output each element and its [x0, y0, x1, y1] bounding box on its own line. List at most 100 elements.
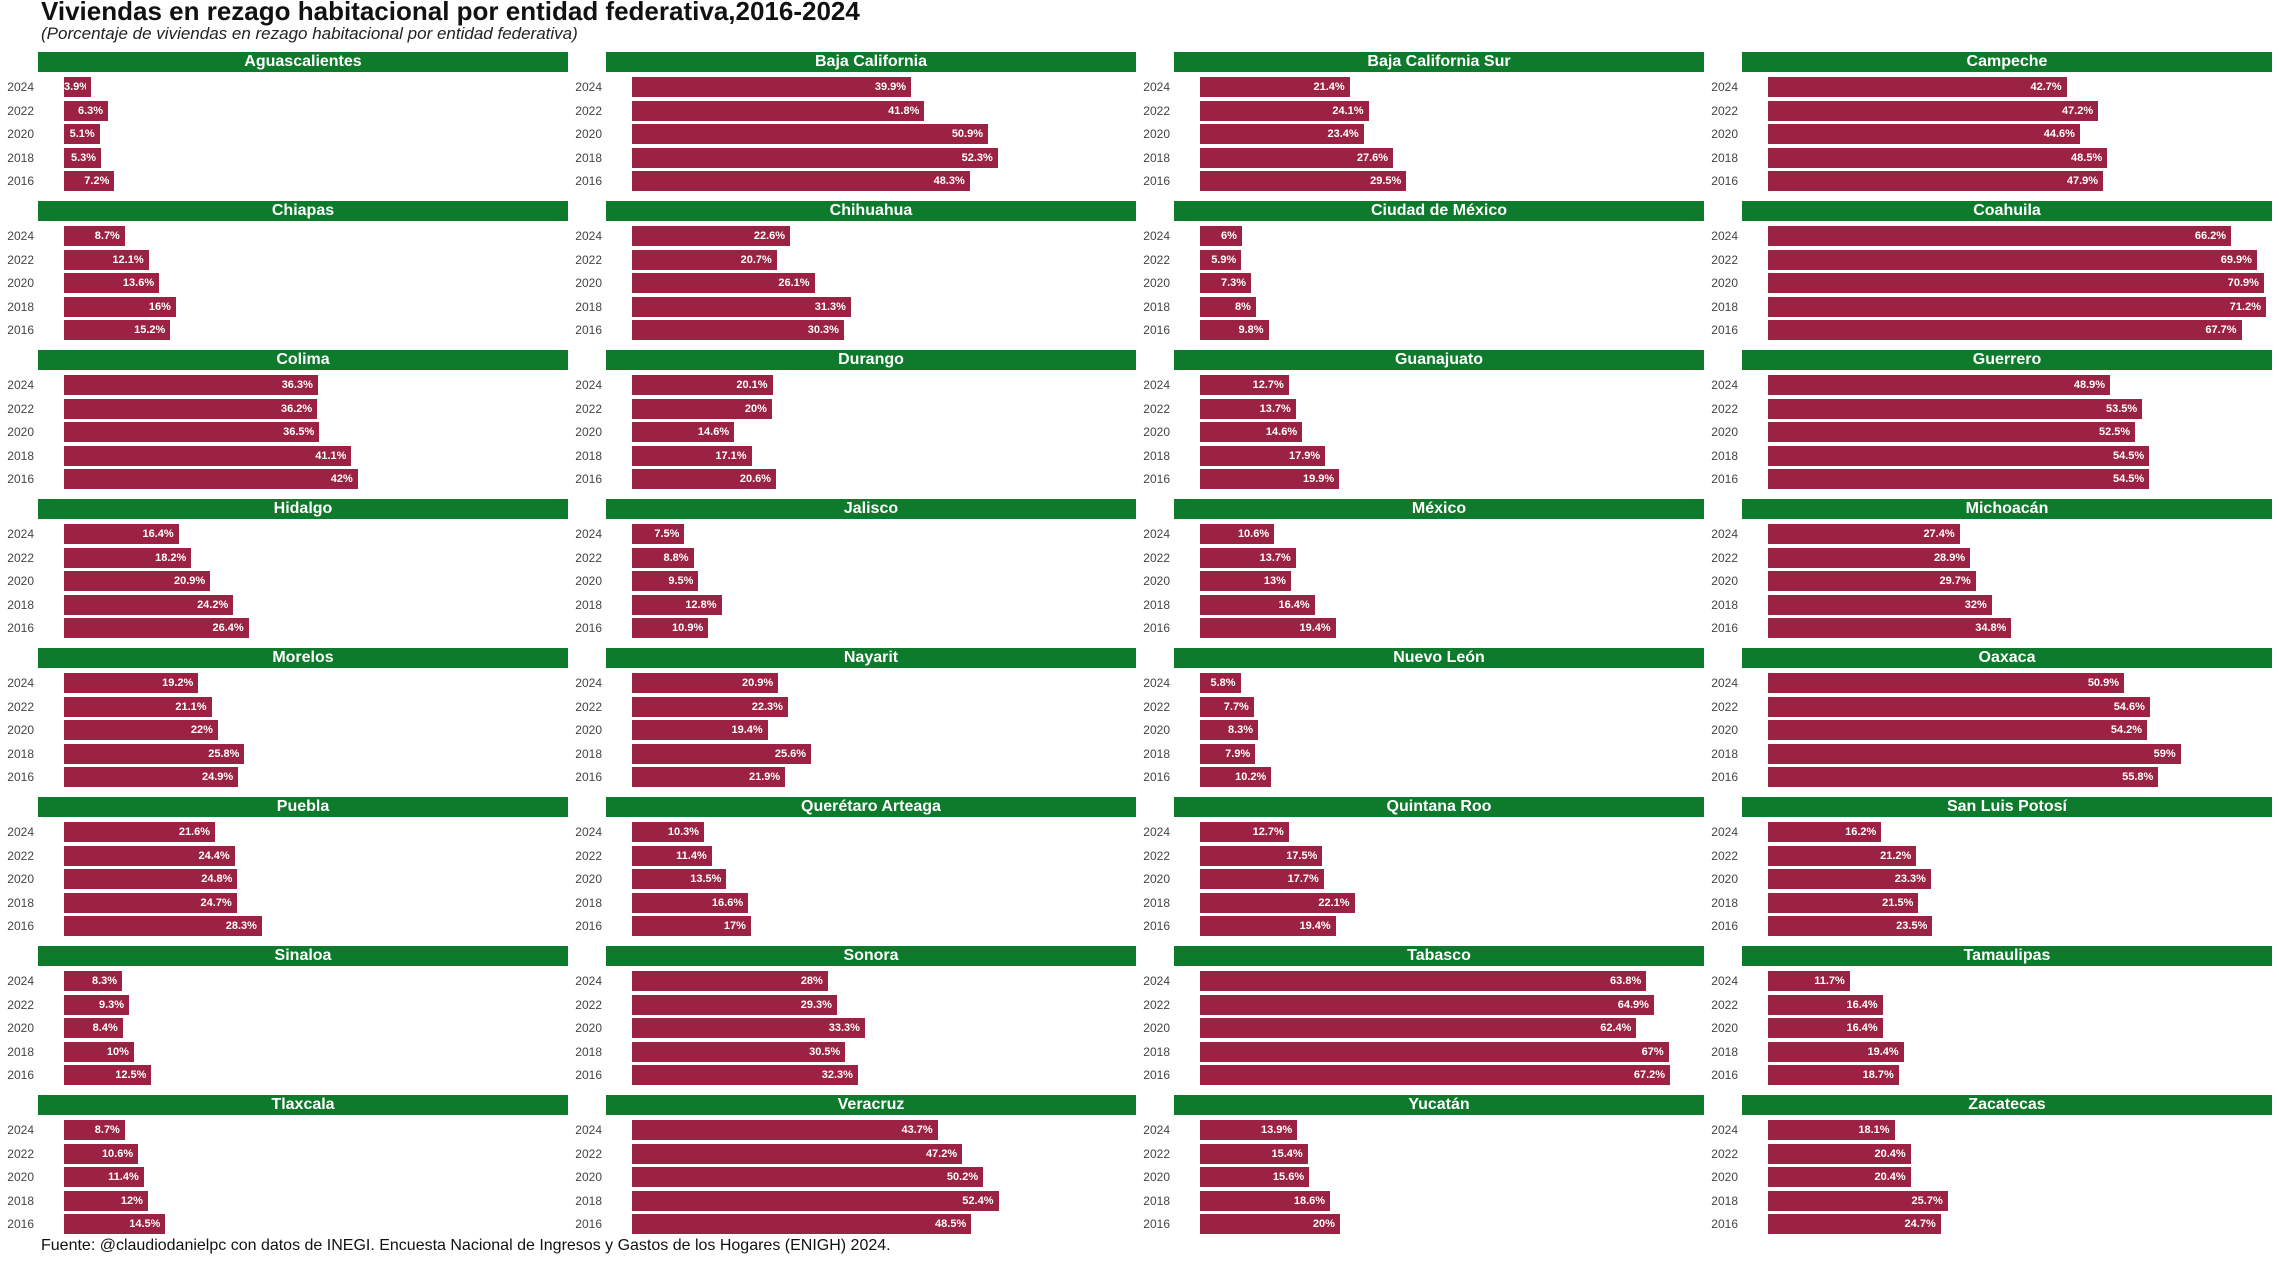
bar	[1200, 916, 1336, 936]
panel-title: Sinaloa	[38, 946, 568, 966]
bar	[632, 249, 777, 270]
bar	[1768, 1065, 1899, 1085]
bar-value-label: 19.4%	[731, 724, 763, 736]
panel-durango: Durango 2024 20.1% 2022 20% 2020 14.6% 2018 17.1…	[568, 350, 1136, 496]
bar-value-label: 47.9%	[2066, 175, 2099, 187]
year-tick-label: 2020	[1711, 276, 1738, 290]
bar	[64, 422, 320, 442]
panel-title: Yucatán	[1174, 1095, 1704, 1115]
bar-value-label: 28.3%	[225, 920, 257, 932]
bar-value-label: 5.3%	[70, 151, 97, 164]
bar-value-label: 5.1%	[69, 128, 95, 140]
bar	[1200, 226, 1242, 246]
bar-value-label: 42.7%	[2030, 81, 2062, 93]
panel-puebla: Puebla 2024 21.6% 2022 24.4% 2020 24.8% 2018 24.…	[0, 797, 568, 943]
panel-title: Colima	[38, 350, 568, 370]
bar-value-label: 24.8%	[201, 873, 233, 885]
bar-value-label: 21.5%	[1882, 896, 1914, 909]
panel-title: Coahuila	[1742, 201, 2272, 221]
panel-coahuila: Coahuila 2024 66.2% 2022 69.9% 2020 70.9% 2018 7…	[1704, 201, 2272, 347]
panel-title: Michoacán	[1742, 499, 2272, 519]
bar	[64, 547, 192, 568]
year-tick-label: 2020	[575, 1021, 602, 1035]
bar-value-label: 30.5%	[809, 1045, 841, 1058]
year-tick-label: 2020	[1143, 723, 1170, 737]
panel-title: Jalisco	[606, 499, 1136, 519]
year-tick-label: 2020	[1143, 574, 1170, 588]
bar-value-label: 12.7%	[1252, 826, 1284, 838]
panel-title: Guerrero	[1742, 350, 2272, 370]
bar-value-label: 36.2%	[280, 402, 313, 415]
bar-value-label: 17.7%	[1287, 873, 1319, 885]
bar	[64, 1120, 125, 1140]
panel-title: Baja California	[606, 52, 1136, 72]
bar	[64, 618, 249, 638]
panel-jalisco: Jalisco 2024 7.5% 2022 8.8% 2020 9.5% 2018 12.8%…	[568, 499, 1136, 645]
year-tick-label: 2020	[1143, 872, 1170, 886]
panel-sonora: Sonora 2024 28% 2022 29.3% 2020 33.3% 2018 30.5%…	[568, 946, 1136, 1092]
bar	[1768, 1143, 1911, 1164]
year-tick-label: 2020	[7, 574, 34, 588]
bar	[1768, 618, 2012, 638]
bar-value-label: 63.8%	[1610, 975, 1642, 987]
bar-value-label: 15.2%	[134, 324, 166, 336]
bar	[632, 1065, 858, 1085]
year-tick-label: 2016	[1711, 621, 1738, 635]
bar-value-label: 16.4%	[1278, 598, 1310, 611]
year-tick-label: 2022	[1143, 103, 1170, 118]
bar	[64, 469, 358, 489]
bar-value-label: 44.6%	[2043, 128, 2075, 140]
bar	[64, 571, 211, 591]
year-tick-label: 2016	[1143, 472, 1170, 486]
year-tick-label: 2022	[575, 997, 602, 1012]
bar	[1768, 892, 1919, 913]
year-tick-label: 2016	[1711, 323, 1738, 337]
bar	[1200, 445, 1326, 466]
year-tick-label: 2024	[1143, 825, 1170, 839]
bar	[1768, 869, 1931, 889]
year-tick-label: 2018	[1143, 1044, 1170, 1059]
bar-value-label: 14.5%	[129, 1218, 161, 1230]
bar-value-label: 23.5%	[1896, 920, 1928, 932]
panel-guanajuato: Guanajuato 2024 12.7% 2022 13.7% 2020 14.6% 201…	[1136, 350, 1704, 496]
bar	[1200, 547, 1296, 568]
bar-value-label: 3.9%	[64, 81, 86, 93]
bar-value-label: 15.6%	[1272, 1171, 1305, 1183]
year-tick-label: 2016	[1143, 323, 1170, 337]
bar-value-label: 27.4%	[1923, 528, 1955, 540]
bar	[64, 398, 318, 419]
year-tick-label: 2020	[1711, 425, 1738, 439]
year-tick-label: 2020	[1711, 127, 1738, 141]
bar-value-label: 52.4%	[962, 1194, 994, 1207]
panel-title: Morelos	[38, 648, 568, 668]
bar	[632, 398, 772, 419]
bar	[1200, 147, 1394, 168]
year-tick-label: 2022	[1711, 103, 1738, 118]
bar	[632, 696, 788, 717]
bar-value-label: 54.5%	[2113, 473, 2145, 485]
bar-value-label: 12.1%	[112, 253, 144, 266]
year-tick-label: 2016	[575, 174, 602, 188]
year-tick-label: 2022	[7, 401, 34, 416]
bar	[1768, 469, 2150, 489]
year-tick-label: 2016	[575, 472, 602, 486]
bar-value-label: 20%	[1312, 1218, 1335, 1230]
year-tick-label: 2024	[7, 825, 34, 839]
panel-title: Baja California Sur	[1174, 52, 1704, 72]
year-tick-label: 2020	[7, 127, 34, 141]
bar-value-label: 27.6%	[1356, 151, 1389, 164]
bar	[1768, 994, 1883, 1015]
year-tick-label: 2016	[7, 919, 34, 933]
bar-value-label: 24.4%	[198, 849, 230, 862]
panel-nayarit: Nayarit 2024 20.9% 2022 22.3% 2020 19.4% 2018 25…	[568, 648, 1136, 794]
bar-value-label: 14.6%	[697, 426, 730, 438]
chart-title: Viviendas en rezago habitacional por ent…	[41, 0, 860, 26]
bar	[1768, 1214, 1941, 1234]
bar-value-label: 10.3%	[667, 826, 700, 838]
bar-value-label: 26.1%	[778, 277, 810, 289]
year-tick-label: 2024	[575, 1123, 602, 1137]
bar	[632, 124, 989, 144]
year-tick-label: 2024	[1711, 1123, 1738, 1137]
bar	[1200, 296, 1256, 317]
bar-value-label: 20.9%	[741, 677, 774, 689]
